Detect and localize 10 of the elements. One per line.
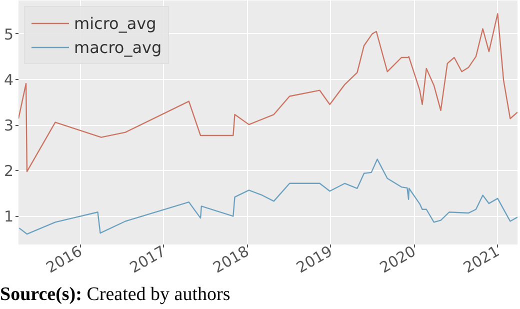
line-series (18, 158, 518, 235)
legend-label: micro_avg (74, 14, 156, 32)
y-tick-label: 4 (4, 70, 14, 89)
line-series (18, 13, 518, 172)
y-tick-label: 1 (4, 208, 14, 226)
y-tick-label: 3 (4, 116, 14, 135)
legend-label: macro_avg (74, 38, 162, 56)
y-tick-label: 5 (4, 25, 14, 44)
source-note: Source(s): Created by authors (0, 284, 230, 306)
y-tick-label: 2 (4, 162, 14, 180)
